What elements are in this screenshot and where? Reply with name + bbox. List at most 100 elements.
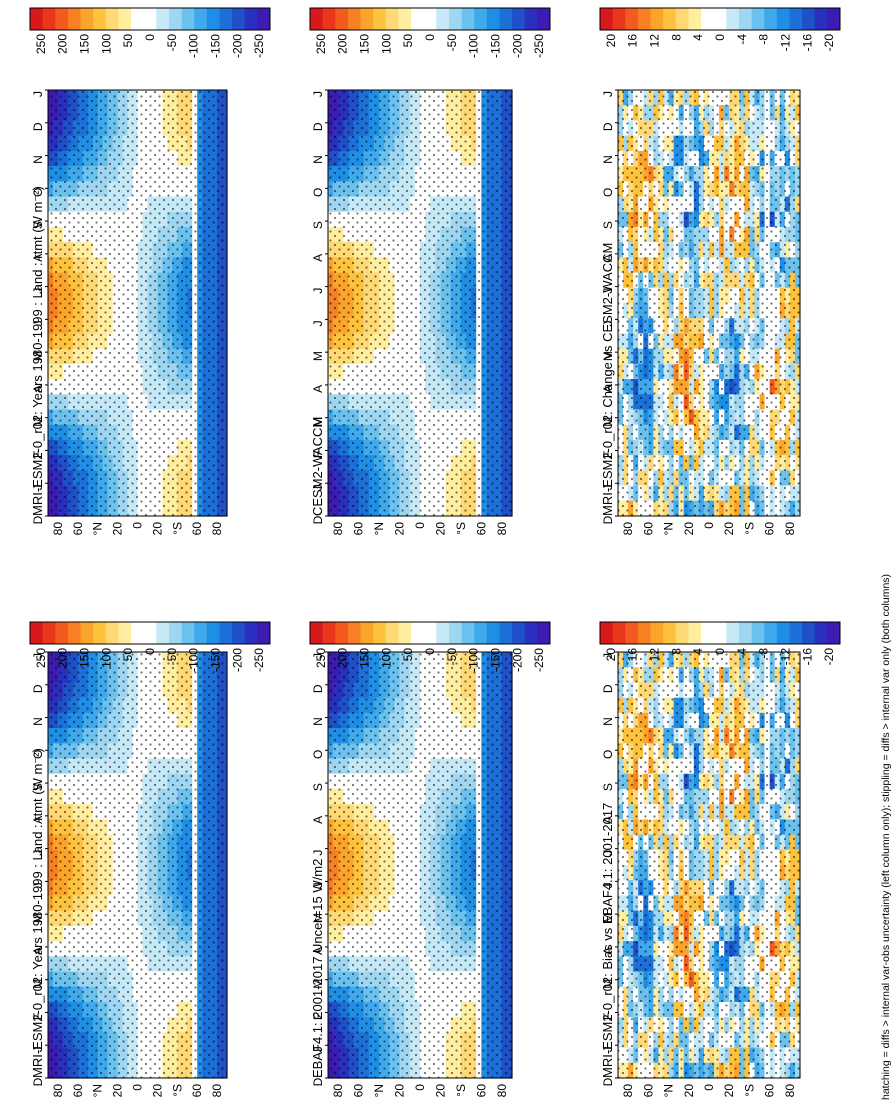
colorbar-swatch [257, 622, 271, 644]
x-tick-label: F [31, 451, 45, 458]
y-tick-label: °N [91, 522, 105, 535]
colorbar-swatch [219, 8, 233, 30]
y-tick-label: 20 [150, 522, 164, 536]
x-tick-label: D [311, 1077, 325, 1086]
x-tick-label: D [31, 515, 45, 524]
y-tick-label: 20 [111, 1084, 125, 1098]
x-tick-label: F [601, 1013, 615, 1020]
x-tick-label: F [311, 1013, 325, 1020]
colorbar-tick-label: -250 [252, 34, 266, 58]
x-tick-label: J [601, 653, 615, 659]
colorbar-swatch [67, 8, 82, 30]
colorbar-tick-label: 250 [34, 648, 48, 668]
x-tick-label: J [311, 1046, 325, 1052]
x-tick-label: A [31, 385, 45, 393]
colorbar-tick-label: 4 [691, 648, 705, 655]
colorbar-tick-label: -50 [445, 648, 459, 666]
colorbar-tick-label: -150 [208, 648, 222, 672]
colorbar-swatch [385, 622, 399, 644]
stippling-overlay [48, 652, 227, 1078]
colorbar-swatch [537, 622, 551, 644]
colorbar-swatch [398, 622, 412, 644]
colorbar-tick-label: -100 [187, 648, 201, 672]
colorbar-tick-label: -12 [778, 648, 792, 666]
colorbar-swatch [347, 622, 362, 644]
y-tick-label: 0 [702, 1084, 716, 1091]
colorbar-swatch [42, 8, 56, 30]
colorbar-swatch [143, 622, 157, 644]
colorbar-swatch [80, 622, 94, 644]
y-tick-label: 80 [331, 1084, 345, 1098]
colorbar-swatch [322, 622, 336, 644]
y-tick-label: °N [91, 1084, 105, 1097]
y-tick-label: °S [170, 522, 184, 535]
colorbar-tick-label: 150 [78, 648, 92, 668]
colorbar-swatch [701, 622, 715, 644]
panel-title: MRI-ESM2-0_r02: Years 1980-1999 : Land :… [30, 186, 45, 516]
colorbar-swatch [168, 622, 183, 644]
colorbar-swatch [105, 622, 119, 644]
colorbar-swatch [105, 8, 119, 30]
y-tick-label: 20 [433, 1084, 447, 1098]
y-tick-label: 80 [210, 1084, 224, 1098]
x-tick-label: N [311, 717, 325, 726]
x-tick-label: J [31, 653, 45, 659]
colorbar-swatch [194, 8, 208, 30]
x-tick-label: J [311, 653, 325, 659]
x-tick-label: M [31, 351, 45, 361]
colorbar-swatch [827, 622, 841, 644]
colorbar-swatch [143, 8, 157, 30]
y-tick-label: °S [170, 1084, 184, 1097]
colorbar-swatch [764, 622, 778, 644]
colorbar-swatch [131, 8, 145, 30]
y-tick-label: °N [372, 1084, 386, 1097]
y-tick-label: 20 [111, 522, 125, 536]
colorbar-swatch [232, 8, 246, 30]
colorbar-frame [29, 621, 271, 645]
colorbar-tick-label: 8 [669, 648, 683, 655]
x-tick-label: D [311, 684, 325, 693]
y-tick-label: °S [454, 1084, 468, 1097]
colorbar: 20 16 12 8 4 0 -4 -8 -12 -16 -20 [599, 621, 841, 666]
colorbar-swatch [335, 622, 349, 644]
colorbar-swatch [512, 622, 526, 644]
colorbar-swatch [663, 622, 677, 644]
y-tick-label: 60 [352, 1084, 366, 1098]
colorbar-tick-label: 0 [143, 34, 157, 41]
colorbar-tick-label: 0 [143, 648, 157, 655]
colorbar-swatch [411, 622, 425, 644]
x-tick-label: J [311, 850, 325, 856]
colorbar-tick-label: -8 [757, 648, 771, 659]
colorbar-swatch [637, 622, 652, 644]
colorbar-swatch [625, 622, 639, 644]
colorbar-tick-label: 16 [626, 648, 640, 662]
colorbar-swatch [688, 622, 702, 644]
y-tick-label: 80 [51, 1084, 65, 1098]
colorbar: 250 200 150 100 50 0 -50 -100 -150 -200 -250 [29, 7, 271, 58]
colorbar-swatch [789, 622, 803, 644]
y-tick-label: 0 [131, 522, 145, 529]
stippling-overlay [618, 652, 800, 1078]
x-tick-label: A [311, 947, 325, 955]
colorbar-swatch [93, 622, 107, 644]
x-tick-label: O [31, 750, 45, 759]
colorbar-tick-label: 100 [99, 648, 113, 668]
colorbar-frame [599, 621, 841, 645]
x-tick-label: J [31, 320, 45, 326]
colorbar-swatch [436, 622, 450, 644]
y-tick-label: 60 [474, 1084, 488, 1098]
y-tick-label: °N [662, 1084, 676, 1097]
y-tick-label: 20 [722, 1084, 736, 1098]
y-tick-label: 60 [190, 522, 204, 536]
x-tick-label: D [31, 122, 45, 131]
x-tick-label: A [311, 816, 325, 824]
y-tick-label: 0 [131, 1084, 145, 1091]
colorbar-swatch [600, 622, 614, 644]
colorbar-swatch [118, 8, 132, 30]
colorbar: 250 200 150 100 50 0 -50 -100 -150 -200 -250 [309, 621, 551, 672]
x-tick-label: A [31, 816, 45, 824]
colorbar-swatch [55, 622, 69, 644]
colorbar-swatch [55, 8, 69, 30]
x-tick-label: J [601, 850, 615, 856]
